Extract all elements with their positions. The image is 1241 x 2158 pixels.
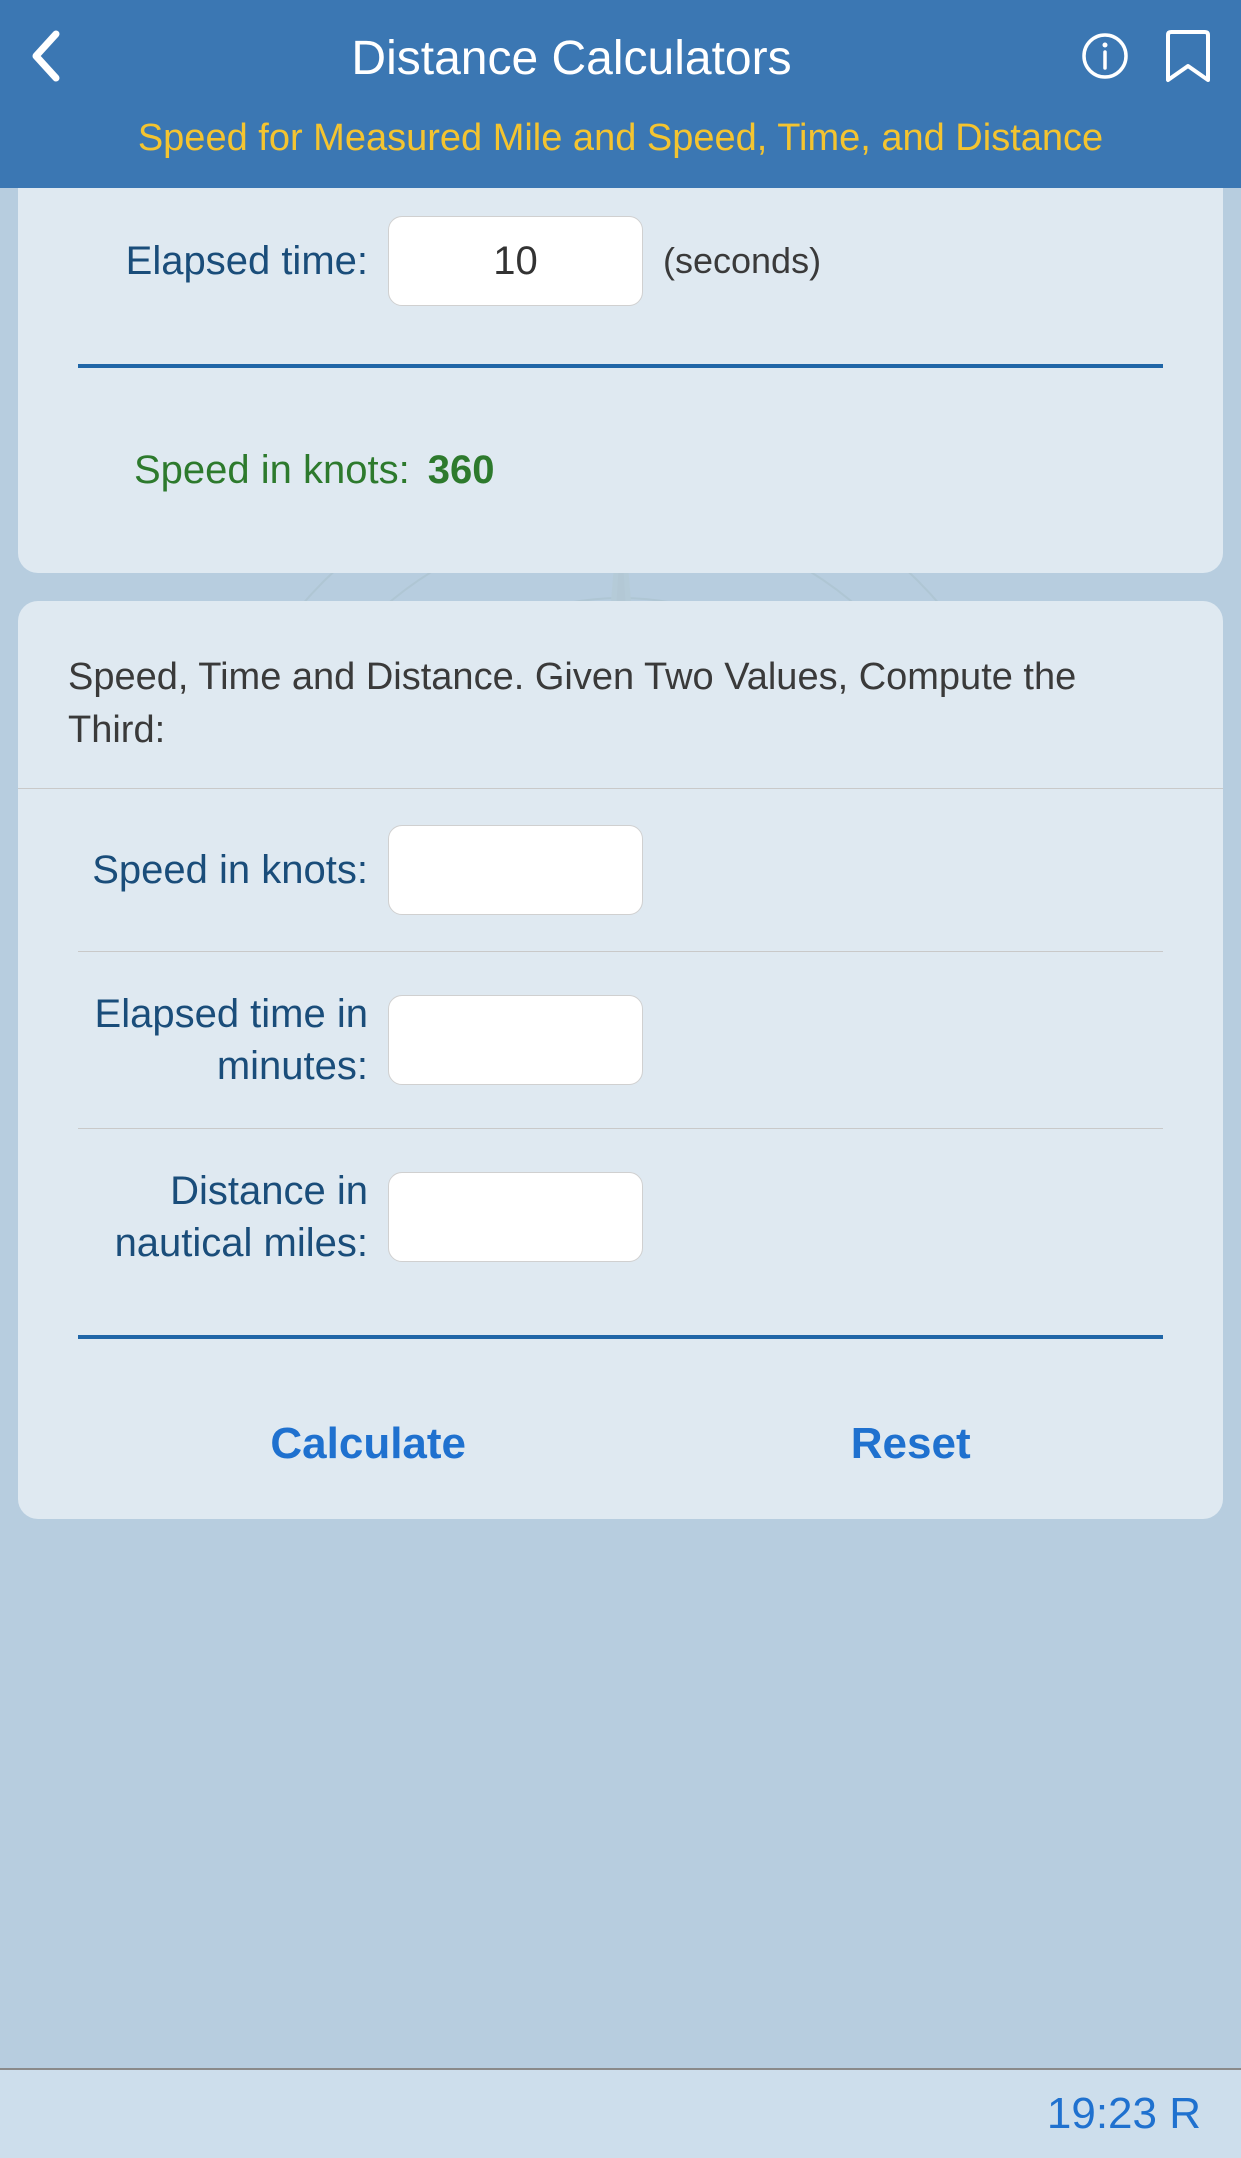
elapsed-time-row: Elapsed time: (seconds) bbox=[18, 188, 1223, 334]
info-button[interactable] bbox=[1081, 32, 1129, 85]
reset-button[interactable]: Reset bbox=[851, 1419, 971, 1469]
info-icon bbox=[1081, 32, 1129, 80]
chevron-left-icon bbox=[30, 30, 62, 82]
card-heading: Speed, Time and Distance. Given Two Valu… bbox=[18, 601, 1223, 787]
footer-bar: 19:23 R bbox=[0, 2068, 1241, 2158]
speed-label: Speed in knots: bbox=[78, 844, 388, 896]
speed-result-value: 360 bbox=[410, 448, 495, 493]
content-area: N E S W Elapsed time: (seconds) Speed in… bbox=[0, 188, 1241, 1518]
result-row: Speed in knots: 360 bbox=[18, 398, 1223, 503]
button-row: Calculate Reset bbox=[18, 1369, 1223, 1519]
distance-row: Distance in nautical miles: bbox=[18, 1129, 1223, 1305]
speed-result-label: Speed in knots: bbox=[78, 448, 410, 493]
measured-mile-card: Elapsed time: (seconds) Speed in knots: … bbox=[18, 188, 1223, 573]
header-icons bbox=[1081, 28, 1211, 89]
speed-row: Speed in knots: bbox=[18, 789, 1223, 951]
back-button[interactable] bbox=[30, 30, 62, 87]
time-label: Elapsed time in minutes: bbox=[78, 988, 388, 1092]
calculate-button[interactable]: Calculate bbox=[270, 1419, 466, 1469]
distance-input[interactable] bbox=[388, 1172, 643, 1262]
speed-input[interactable] bbox=[388, 825, 643, 915]
elapsed-time-label: Elapsed time: bbox=[78, 235, 388, 287]
time-input[interactable] bbox=[388, 995, 643, 1085]
app-header: Distance Calculators Speed for Measured … bbox=[0, 0, 1241, 188]
elapsed-time-input[interactable] bbox=[388, 216, 643, 306]
page-subtitle: Speed for Measured Mile and Speed, Time,… bbox=[30, 113, 1211, 164]
header-top-row: Distance Calculators bbox=[30, 28, 1211, 89]
card-divider bbox=[78, 364, 1163, 368]
footer-status: 19:23 R bbox=[1047, 2089, 1201, 2139]
time-row: Elapsed time in minutes: bbox=[18, 952, 1223, 1128]
distance-label: Distance in nautical miles: bbox=[78, 1165, 388, 1269]
elapsed-time-unit: (seconds) bbox=[643, 240, 821, 282]
speed-time-distance-card: Speed, Time and Distance. Given Two Valu… bbox=[18, 601, 1223, 1518]
bookmark-button[interactable] bbox=[1165, 28, 1211, 89]
bookmark-icon bbox=[1165, 28, 1211, 84]
page-title: Distance Calculators bbox=[62, 31, 1081, 86]
card-divider bbox=[78, 1335, 1163, 1339]
